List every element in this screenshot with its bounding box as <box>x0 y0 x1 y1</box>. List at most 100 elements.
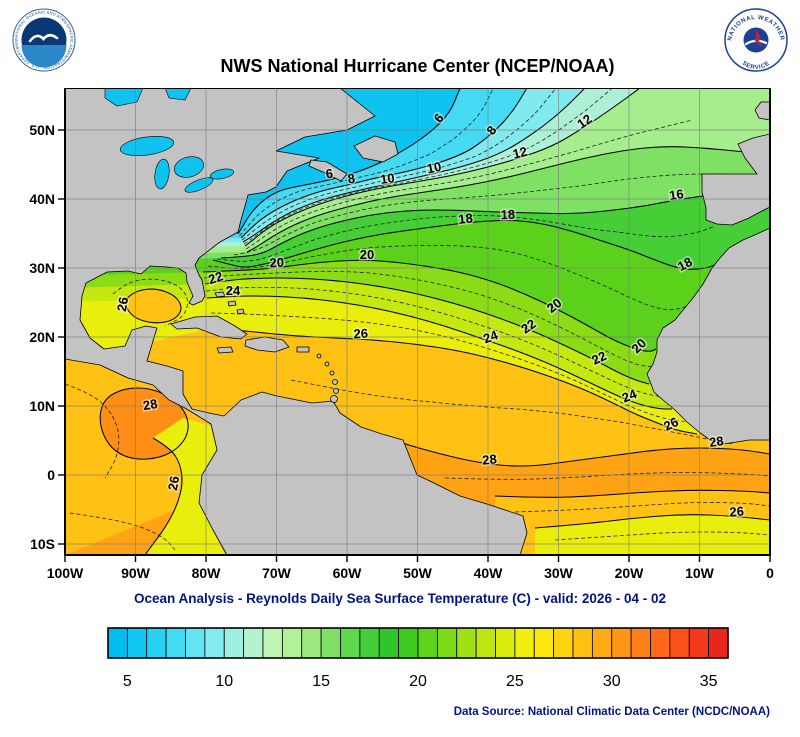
lon-tick-label: 80W <box>192 565 222 581</box>
isotherm-8 <box>240 88 528 239</box>
isotherm-26-pacific <box>144 437 183 555</box>
land-layer <box>65 88 770 555</box>
dashed-contour <box>444 472 770 480</box>
isotherm-14 <box>246 146 746 253</box>
contour-label-18: 18 <box>458 210 474 226</box>
dashed-contour <box>245 119 693 250</box>
colorbar-cell <box>669 627 690 659</box>
landmass <box>296 346 310 353</box>
landmass <box>646 227 770 445</box>
contour-label-26: 26 <box>729 504 744 520</box>
colorbar-cell <box>126 627 148 659</box>
isotherm-pacific-warm-pool <box>99 387 189 460</box>
isotherm-6 <box>237 88 461 235</box>
small-island <box>316 353 322 359</box>
sst-band-26-south-branch <box>535 514 770 555</box>
sst-band-26-pacific <box>145 418 225 555</box>
isotherm-16 <box>220 195 704 259</box>
contour-label-20: 20 <box>269 255 284 271</box>
lon-tick-label: 10W <box>685 565 715 581</box>
colorbar-cell <box>417 627 438 659</box>
colorbar-cells <box>107 627 729 659</box>
colorbar-cell <box>650 627 671 659</box>
colorbar-cell <box>204 627 225 659</box>
contour-label-10: 10 <box>379 170 395 187</box>
bay <box>104 88 144 107</box>
dashed-contour <box>554 531 770 541</box>
contour-label-26: 26 <box>114 296 131 313</box>
landmass <box>308 159 348 182</box>
isotherm-28 <box>366 431 770 467</box>
dashed-contour <box>65 383 120 479</box>
isotherm-22 <box>204 277 650 385</box>
colorbar-cell <box>378 627 400 659</box>
lat-tick-label: 50N <box>29 122 55 138</box>
isotherm-26-south-branch <box>534 514 770 529</box>
dashed-contour <box>241 88 557 241</box>
sst-gulf-of-mexico-loop <box>125 289 181 323</box>
small-island <box>332 379 338 385</box>
nws-logo-svg: NATIONAL WEATHER SERVICE <box>724 8 788 72</box>
lat-tick-label: 40N <box>29 191 55 207</box>
dashed-contour <box>243 88 613 245</box>
isotherm-gulf-of-mexico-loop <box>125 288 182 324</box>
landmass <box>214 291 226 298</box>
colorbar-cell <box>398 627 419 659</box>
colorbar-tick-label: 25 <box>506 673 524 690</box>
landmass <box>701 133 770 226</box>
colorbar-cell <box>262 627 283 659</box>
colorbar-cell <box>301 627 322 659</box>
lon-tick-label: 20W <box>615 565 645 581</box>
colorbar-tick-label: 5 <box>123 673 132 690</box>
lon-tick-label: 40W <box>474 565 504 581</box>
lon-tick-label: 100W <box>47 565 84 581</box>
nws-lightning-icon <box>753 30 762 47</box>
great-lake <box>154 158 170 190</box>
dashed-contour <box>239 88 494 237</box>
isotherm-24 <box>206 295 672 410</box>
data-source-note: Data Source: National Climatic Data Cent… <box>453 706 770 718</box>
dashed-contour <box>69 512 176 551</box>
colorbar-tick-label: 20 <box>409 673 427 690</box>
small-island <box>329 370 335 376</box>
colorbar-cell <box>185 627 206 659</box>
dashed-contour <box>216 215 716 262</box>
colorbar-cell <box>591 627 613 659</box>
colorbar-cell <box>456 627 477 659</box>
small-island <box>333 388 339 394</box>
colorbar-cell <box>107 627 128 659</box>
colorbar-cell <box>146 627 167 659</box>
contour-label-20: 20 <box>360 247 374 262</box>
lon-tick-label: 60W <box>333 565 363 581</box>
lon-tick-label: 70W <box>262 565 292 581</box>
lat-tick-label: 30N <box>29 260 55 276</box>
dashed-contours <box>65 88 770 551</box>
noaa-logo-svg: NATIONAL OCEANIC AND ATMOSPHERIC ADMINIS… <box>12 8 76 72</box>
dashed-contour <box>514 502 770 513</box>
landmass <box>216 346 234 354</box>
lat-tick-label: 10S <box>30 536 55 552</box>
colorbar-cell <box>340 627 361 659</box>
colorbar-cell <box>533 627 555 659</box>
dashed-contour <box>233 173 724 256</box>
landmass <box>227 300 237 307</box>
lon-tick-label: 90W <box>121 565 151 581</box>
contour-label-22: 22 <box>206 268 224 287</box>
colorbar-cell <box>243 627 264 659</box>
landmass-americas <box>65 88 528 555</box>
lat-tick-label: 0 <box>47 467 55 483</box>
colorbar-cell <box>688 627 710 659</box>
contour-label-28: 28 <box>708 433 724 450</box>
lon-tick-label: 50W <box>403 565 433 581</box>
colorbar-tick-label: 35 <box>700 673 718 690</box>
isotherm-18 <box>212 219 728 270</box>
contour-label-28: 28 <box>482 451 498 467</box>
colorbar-cell <box>514 627 535 659</box>
noaa-gull-icon <box>28 33 59 43</box>
great-lake <box>209 168 235 180</box>
isotherm-28-south-branch <box>494 489 770 498</box>
dashed-contour <box>210 312 685 422</box>
lat-tick-label: 10N <box>29 398 55 414</box>
grid-layer <box>65 88 770 555</box>
landmass <box>236 308 245 315</box>
